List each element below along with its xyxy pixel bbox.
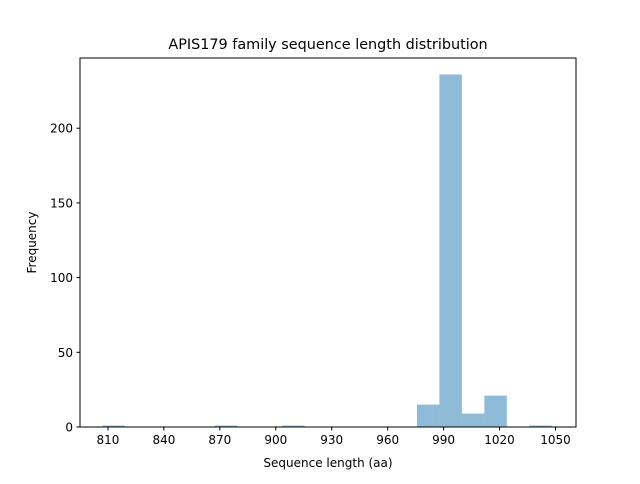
histogram-bar: [439, 74, 462, 427]
x-tick-label: 1050: [540, 433, 571, 447]
histogram-bar: [102, 425, 125, 427]
y-tick-label: 200: [50, 122, 73, 136]
x-tick-label: 990: [432, 433, 455, 447]
x-tick-label: 930: [320, 433, 343, 447]
histogram-bar: [484, 395, 507, 427]
y-axis: 0 50 100 150 200: [50, 122, 80, 435]
chart-title: APIS179 family sequence length distribut…: [168, 37, 487, 53]
x-axis-label: Sequence length (aa): [263, 456, 392, 470]
y-tick-label: 150: [50, 196, 73, 210]
y-tick-label: 0: [65, 421, 73, 435]
bars-group: [102, 74, 552, 427]
y-tick-label: 50: [58, 346, 73, 360]
axes-frame: [79, 57, 577, 428]
x-tick-label: 870: [208, 433, 231, 447]
x-axis: 810 840 870 900 930 960 990 1020 1050: [97, 427, 571, 447]
x-tick-label: 840: [152, 433, 175, 447]
histogram-bar: [461, 413, 485, 427]
histogram-bar: [214, 425, 238, 427]
x-tick-label: 900: [264, 433, 287, 447]
histogram-bar: [282, 425, 305, 427]
histogram-bar: [416, 404, 440, 427]
y-axis-label: Frequency: [25, 212, 39, 274]
x-tick-label: 1020: [484, 433, 515, 447]
x-tick-label: 810: [97, 433, 120, 447]
histogram-bar: [529, 425, 552, 427]
x-tick-label: 960: [376, 433, 399, 447]
y-tick-label: 100: [50, 271, 73, 285]
